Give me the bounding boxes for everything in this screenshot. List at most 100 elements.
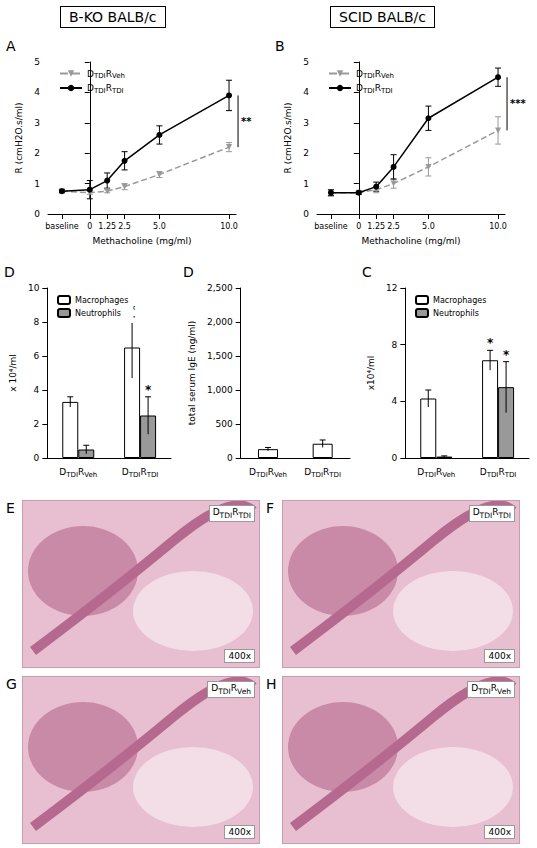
svg-text:Macrophages: Macrophages (75, 296, 128, 305)
html-text:400x: 400x (488, 651, 511, 661)
html-text:DTDIRTDI: DTDIRTDI (472, 507, 511, 520)
html-text:D: D (183, 264, 194, 280)
svg-text:1.25: 1.25 (98, 222, 116, 231)
svg-text:TDI: TDI (146, 471, 159, 479)
html-text:E: E (6, 500, 15, 516)
svg-text:2: 2 (34, 419, 40, 429)
svg-text:1.25: 1.25 (367, 222, 385, 231)
svg-text:6: 6 (34, 351, 40, 361)
svg-text:D: D (59, 467, 67, 477)
svg-text:2,000: 2,000 (207, 317, 233, 327)
html-text:SCID BALB/c: SCID BALB/c (339, 9, 426, 25)
svg-text:1,000: 1,000 (207, 385, 233, 395)
svg-text:0: 0 (87, 222, 92, 231)
svg-text:TDI: TDI (111, 87, 124, 95)
svg-text:500: 500 (215, 419, 232, 429)
svg-text:TDI: TDI (328, 471, 341, 479)
svg-text:TDI: TDI (255, 471, 268, 479)
svg-text:12: 12 (386, 283, 397, 293)
html-text:F: F (266, 500, 275, 516)
svg-text:D: D (304, 467, 312, 477)
svg-text:0: 0 (227, 453, 233, 463)
html-text:DTDIRVeh: DTDIRVeh (471, 683, 511, 696)
svg-text:TDI: TDI (504, 471, 517, 479)
svg-text:TDI: TDI (362, 72, 375, 80)
svg-text:**: ** (241, 116, 252, 127)
svg-text:4: 4 (34, 385, 40, 395)
svg-text:1,500: 1,500 (207, 351, 233, 361)
svg-text:TDI: TDI (65, 471, 78, 479)
svg-text:Veh: Veh (84, 471, 97, 479)
svg-text:baseline: baseline (314, 222, 348, 231)
svg-text:D: D (417, 467, 425, 477)
svg-text:Methacholine (mg/ml): Methacholine (mg/ml) (92, 236, 191, 246)
svg-text:5.0: 5.0 (153, 222, 166, 231)
svg-text:TDI: TDI (486, 471, 499, 479)
svg-text:0: 0 (34, 209, 40, 219)
svg-text:TDI: TDI (310, 471, 323, 479)
html-text:B-KO BALB/c: B-KO BALB/c (69, 9, 157, 25)
svg-text:Veh: Veh (112, 72, 125, 80)
svg-text:TDI: TDI (93, 87, 106, 95)
svg-text:1: 1 (303, 179, 309, 189)
svg-text:Neutrophils: Neutrophils (75, 309, 121, 318)
svg-text:R (cmH2O.s/ml): R (cmH2O.s/ml) (283, 103, 293, 174)
svg-text:TDI: TDI (128, 471, 141, 479)
svg-text:0: 0 (356, 222, 361, 231)
svg-text:R (cmH2O.s/ml): R (cmH2O.s/ml) (14, 103, 24, 174)
svg-text:1: 1 (34, 179, 40, 189)
html-text:DTDIRTDI: DTDIRTDI (212, 507, 251, 520)
svg-text:TDI: TDI (362, 87, 375, 95)
html-text:A: A (6, 38, 16, 54)
svg-text:total serum IgE (ng/ml): total serum IgE (ng/ml) (187, 321, 197, 425)
svg-text:x 10⁴/ml: x 10⁴/ml (8, 354, 18, 392)
svg-text:10.0: 10.0 (489, 222, 507, 231)
html-text:C: C (362, 264, 372, 280)
svg-text:4: 4 (34, 87, 40, 97)
svg-text:4: 4 (303, 87, 309, 97)
html-text:H: H (266, 676, 277, 692)
svg-text:5: 5 (303, 57, 309, 67)
svg-text:0: 0 (303, 209, 309, 219)
svg-text:0: 0 (34, 453, 40, 463)
svg-text:TDI: TDI (93, 72, 106, 80)
svg-text:4: 4 (392, 396, 398, 406)
svg-text:Methacholine (mg/ml): Methacholine (mg/ml) (361, 236, 460, 246)
svg-text:Neutrophils: Neutrophils (433, 309, 479, 318)
svg-text:5: 5 (34, 57, 40, 67)
html-text:D: D (4, 264, 15, 280)
html-text:DTDIRVeh: DTDIRVeh (211, 683, 251, 696)
svg-text:TDI: TDI (423, 471, 436, 479)
svg-text:baseline: baseline (45, 222, 79, 231)
svg-text:3: 3 (34, 118, 40, 128)
html-text:400x: 400x (488, 827, 511, 837)
svg-text:D: D (121, 467, 129, 477)
svg-text:2: 2 (34, 148, 40, 158)
html-text:B: B (275, 38, 285, 54)
svg-text:5.0: 5.0 (422, 222, 435, 231)
svg-text:***: *** (510, 98, 526, 109)
svg-text:0: 0 (392, 453, 398, 463)
svg-text:Veh: Veh (381, 72, 394, 80)
html-text:G: G (6, 676, 17, 692)
svg-text:D: D (479, 467, 487, 477)
svg-text:2,500: 2,500 (207, 283, 233, 293)
svg-text:10.0: 10.0 (220, 222, 238, 231)
svg-text:10: 10 (28, 283, 40, 293)
svg-text:*: * (145, 383, 152, 397)
svg-text:8: 8 (392, 340, 398, 350)
svg-text:3: 3 (303, 118, 309, 128)
html-text:400x: 400x (228, 827, 251, 837)
svg-text:2.5: 2.5 (118, 222, 131, 231)
html-text:400x: 400x (228, 651, 251, 661)
svg-text:*: * (487, 336, 494, 350)
svg-text:*: * (503, 348, 510, 362)
svg-text:2.5: 2.5 (387, 222, 400, 231)
svg-text:x10⁴/ml: x10⁴/ml (366, 356, 376, 391)
svg-text:Veh: Veh (274, 471, 287, 479)
svg-text:Veh: Veh (442, 471, 455, 479)
svg-text:TDI: TDI (380, 87, 393, 95)
svg-text:Macrophages: Macrophages (433, 296, 486, 305)
svg-text:2: 2 (303, 148, 309, 158)
svg-text:8: 8 (34, 317, 40, 327)
